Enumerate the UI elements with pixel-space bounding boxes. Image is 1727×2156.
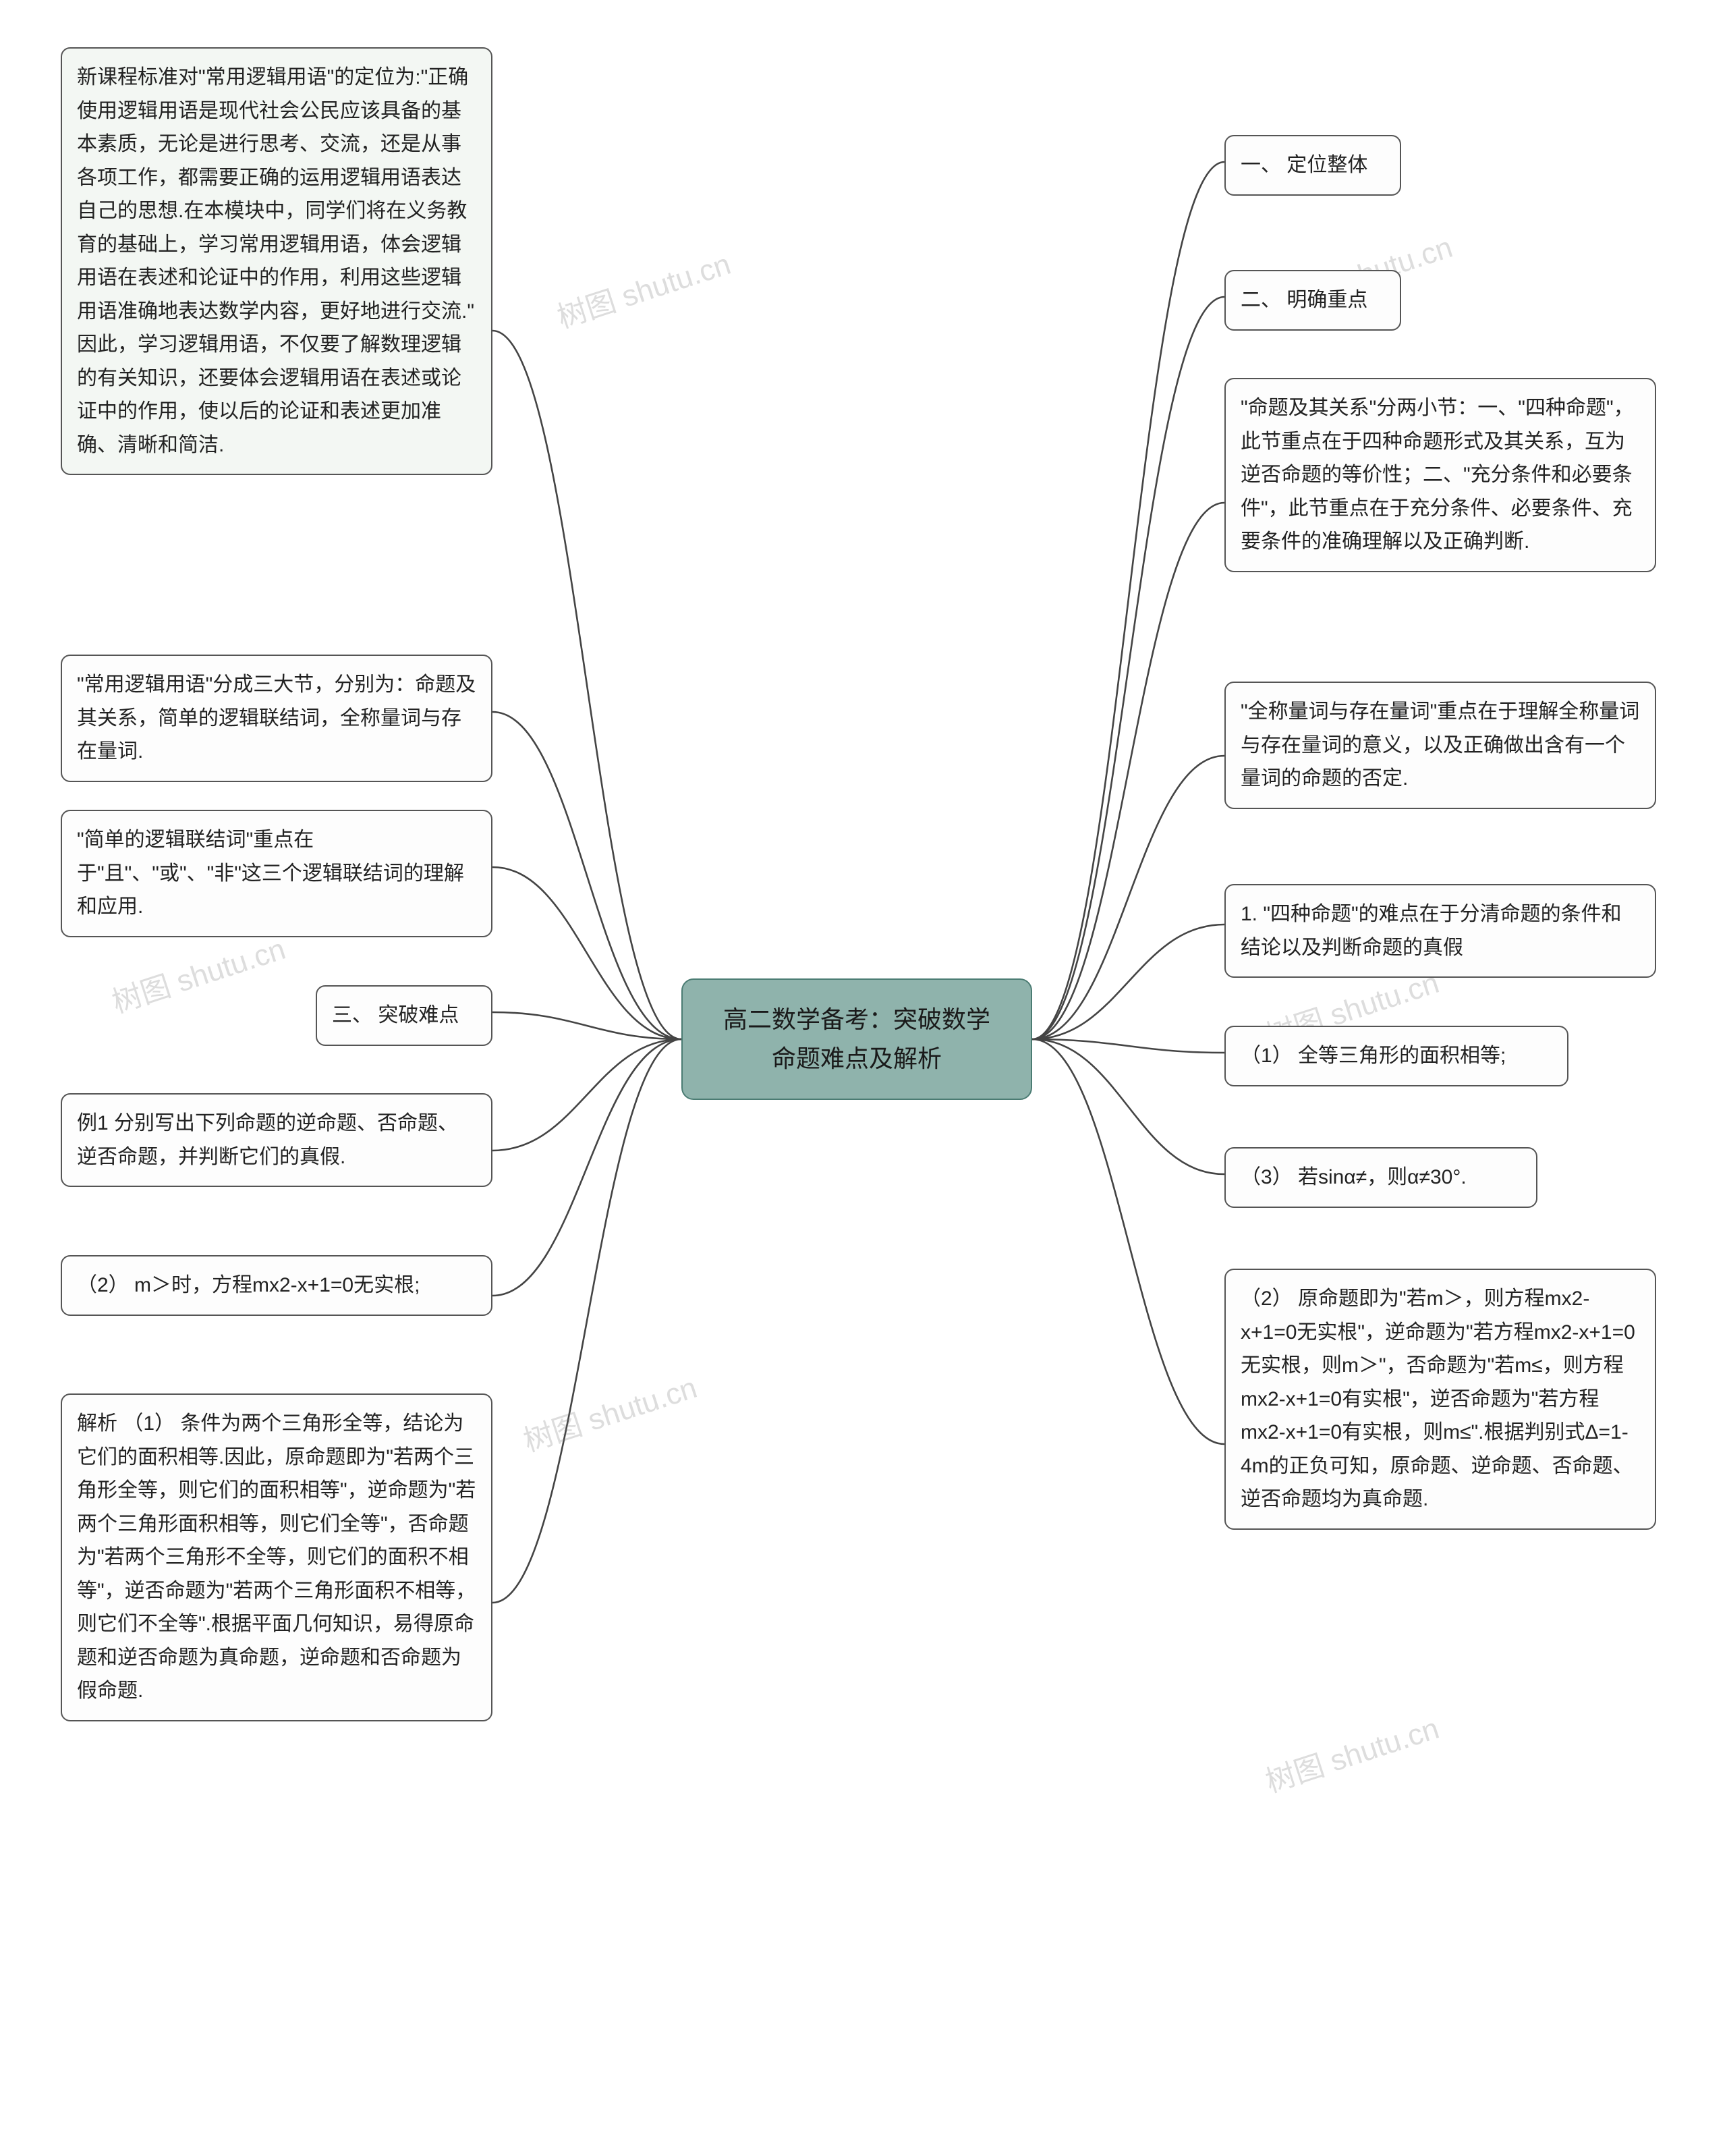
edge — [1032, 1039, 1224, 1174]
edge — [492, 867, 681, 1039]
leaf-node-label: 一、 定位整体 — [1241, 154, 1367, 176]
watermark: 树图 shutu.cn — [1259, 1704, 1444, 1800]
leaf-node: （3） 若sinα≠，则α≠30°. — [1224, 1147, 1537, 1208]
leaf-node: 解析 （1） 条件为两个三角形全等，结论为它们的面积相等.因此，原命题即为"若两… — [61, 1393, 492, 1721]
leaf-node-label: "命题及其关系"分两小节：一、"四种命题"，此节重点在于四种命题形式及其关系，互… — [1241, 397, 1634, 553]
leaf-node-label: 新课程标准对"常用逻辑用语"的定位为:"正确使用逻辑用语是现代社会公民应该具备的… — [77, 66, 474, 456]
edge — [1032, 1039, 1224, 1053]
edge — [492, 1039, 681, 1603]
edge — [1032, 297, 1224, 1039]
leaf-node-label: "常用逻辑用语"分成三大节，分别为：命题及其关系，简单的逻辑联结词，全称量词与存… — [77, 673, 476, 763]
leaf-node-label: （2） 原命题即为"若m＞，则方程mx2-x+1=0无实根"，逆命题为"若方程m… — [1241, 1288, 1635, 1510]
leaf-node: （2） 原命题即为"若m＞，则方程mx2-x+1=0无实根"，逆命题为"若方程m… — [1224, 1269, 1656, 1530]
edge — [492, 1012, 681, 1039]
leaf-node: 三、 突破难点 — [316, 985, 492, 1046]
leaf-node: 二、 明确重点 — [1224, 270, 1401, 331]
leaf-node-label: 解析 （1） 条件为两个三角形全等，结论为它们的面积相等.因此，原命题即为"若两… — [77, 1412, 476, 1702]
leaf-node-label: "全称量词与存在量词"重点在于理解全称量词与存在量词的意义，以及正确做出含有一个… — [1241, 700, 1639, 790]
leaf-node-label: （3） 若sinα≠，则α≠30°. — [1241, 1166, 1467, 1188]
mindmap-canvas: 树图 shutu.cn 树图 shutu.cn 树图 shutu.cn 树图 shut… — [0, 0, 1727, 2156]
leaf-node-label: 二、 明确重点 — [1241, 289, 1367, 311]
leaf-node: 1. "四种命题"的难点在于分清命题的条件和结论以及判断命题的真假 — [1224, 884, 1656, 978]
leaf-node: 新课程标准对"常用逻辑用语"的定位为:"正确使用逻辑用语是现代社会公民应该具备的… — [61, 47, 492, 475]
edge — [1032, 924, 1224, 1039]
watermark: 树图 shutu.cn — [551, 240, 735, 336]
leaf-node-label: "简单的逻辑联结词"重点在于"且"、"或"、"非"这三个逻辑联结词的理解和应用. — [77, 829, 464, 918]
leaf-node-label: 例1 分别写出下列命题的逆命题、否命题、逆否命题，并判断它们的真假. — [77, 1112, 458, 1168]
edge — [1032, 1039, 1224, 1444]
leaf-node: "命题及其关系"分两小节：一、"四种命题"，此节重点在于四种命题形式及其关系，互… — [1224, 378, 1656, 572]
edge — [492, 1039, 681, 1296]
leaf-node: 一、 定位整体 — [1224, 135, 1401, 196]
edge — [1032, 503, 1224, 1039]
edge — [492, 1039, 681, 1151]
leaf-node-label: （1） 全等三角形的面积相等; — [1241, 1045, 1506, 1067]
watermark: 树图 shutu.cn — [106, 924, 290, 1021]
leaf-node: "简单的逻辑联结词"重点在于"且"、"或"、"非"这三个逻辑联结词的理解和应用. — [61, 810, 492, 937]
leaf-node: "常用逻辑用语"分成三大节，分别为：命题及其关系，简单的逻辑联结词，全称量词与存… — [61, 655, 492, 782]
leaf-node: （1） 全等三角形的面积相等; — [1224, 1026, 1568, 1086]
edge — [1032, 162, 1224, 1039]
center-node: 高二数学备考：突破数学命题难点及解析 — [681, 978, 1032, 1100]
edge — [492, 331, 681, 1039]
watermark: 树图 shutu.cn — [517, 1363, 702, 1460]
edge — [1032, 756, 1224, 1039]
leaf-node-label: 三、 突破难点 — [332, 1004, 459, 1026]
edge — [492, 712, 681, 1039]
leaf-node: "全称量词与存在量词"重点在于理解全称量词与存在量词的意义，以及正确做出含有一个… — [1224, 682, 1656, 809]
leaf-node-label: 1. "四种命题"的难点在于分清命题的条件和结论以及判断命题的真假 — [1241, 903, 1622, 959]
center-node-label: 高二数学备考：突破数学命题难点及解析 — [723, 1005, 990, 1072]
leaf-node: 例1 分别写出下列命题的逆命题、否命题、逆否命题，并判断它们的真假. — [61, 1093, 492, 1187]
leaf-node-label: （2） m＞时，方程mx2-x+1=0无实根; — [77, 1274, 420, 1296]
leaf-node: （2） m＞时，方程mx2-x+1=0无实根; — [61, 1255, 492, 1316]
